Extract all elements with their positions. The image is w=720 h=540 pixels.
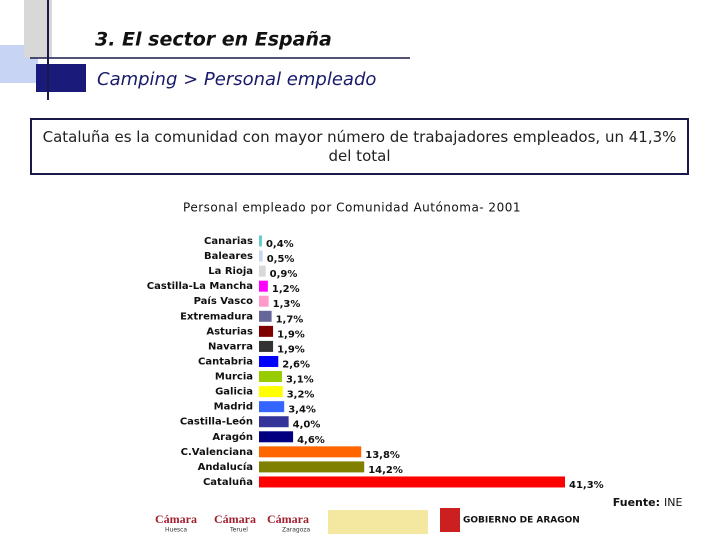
- bar: [259, 401, 285, 413]
- logo-ministry: [328, 510, 428, 534]
- bar: [259, 446, 362, 458]
- value-label: 13,8%: [365, 450, 400, 461]
- source-label: Fuente:: [613, 496, 660, 509]
- logo: Huesca: [165, 527, 187, 534]
- value-label: 41,3%: [569, 480, 604, 491]
- bar: [259, 295, 269, 307]
- bar: [259, 250, 263, 262]
- bar: [259, 280, 268, 292]
- callout-text: Cataluña es la comunidad con mayor númer…: [42, 127, 677, 165]
- bar: [259, 431, 294, 443]
- category-label: Castilla-La Mancha: [147, 281, 253, 292]
- category-label: Canarias: [204, 236, 253, 247]
- value-label: 1,7%: [276, 314, 304, 325]
- value-label: 3,4%: [288, 405, 316, 416]
- logo: Cámara: [267, 512, 309, 526]
- value-label: 0,5%: [267, 254, 295, 265]
- bar: [259, 461, 365, 473]
- category-label: Extremadura: [180, 311, 253, 322]
- value-label: 1,9%: [277, 344, 305, 355]
- value-label: 1,9%: [277, 329, 305, 340]
- bar: [259, 416, 289, 428]
- logo: Cámara: [214, 512, 256, 526]
- bar: [259, 371, 282, 383]
- bar: [259, 355, 279, 367]
- bar: [259, 310, 272, 322]
- value-label: 2,6%: [282, 359, 310, 370]
- chart-title: Personal empleado por Comunidad Autónoma…: [183, 201, 521, 215]
- category-label: C.Valenciana: [181, 447, 253, 458]
- logo: GOBIERNO DE ARAGON: [463, 516, 580, 526]
- category-label: Aragón: [212, 431, 253, 443]
- value-label: 3,1%: [286, 375, 314, 386]
- category-label: Asturias: [206, 326, 253, 337]
- category-label: Galicia: [215, 387, 253, 398]
- source-value: INE: [664, 496, 682, 509]
- bar: [259, 386, 283, 398]
- value-label: 0,9%: [270, 269, 298, 280]
- category-label: La Rioja: [208, 266, 253, 277]
- category-label: Madrid: [214, 402, 253, 413]
- value-label: 1,2%: [272, 284, 300, 295]
- logo: Zaragoza: [282, 527, 311, 534]
- category-label: Andalucía: [198, 461, 253, 473]
- slide-subtitle: Camping > Personal empleado: [97, 69, 376, 90]
- bar: [259, 325, 274, 337]
- slide-title: 3. El sector en España: [95, 29, 332, 51]
- category-label: Navarra: [208, 341, 253, 352]
- callout-box: Cataluña es la comunidad con mayor númer…: [30, 118, 689, 175]
- bar: [259, 340, 274, 352]
- category-label: Cantabria: [198, 356, 253, 367]
- deco-square: [36, 64, 86, 92]
- value-label: 0,4%: [266, 239, 294, 250]
- bar: [259, 265, 266, 277]
- category-label: País Vasco: [194, 295, 253, 307]
- logo-aragon-mark: [440, 508, 460, 532]
- bar: [259, 235, 262, 247]
- bar: [259, 476, 565, 488]
- value-label: 14,2%: [368, 465, 403, 476]
- value-label: 3,2%: [287, 390, 315, 401]
- value-label: 4,6%: [297, 435, 325, 446]
- category-label: Cataluña: [203, 477, 253, 488]
- logo: Teruel: [229, 527, 248, 534]
- value-label: 4,0%: [293, 420, 321, 431]
- logo: Cámara: [155, 512, 197, 526]
- category-label: Castilla-León: [180, 416, 253, 428]
- category-label: Baleares: [204, 251, 253, 262]
- value-label: 1,3%: [273, 299, 301, 310]
- category-label: Murcia: [215, 372, 253, 383]
